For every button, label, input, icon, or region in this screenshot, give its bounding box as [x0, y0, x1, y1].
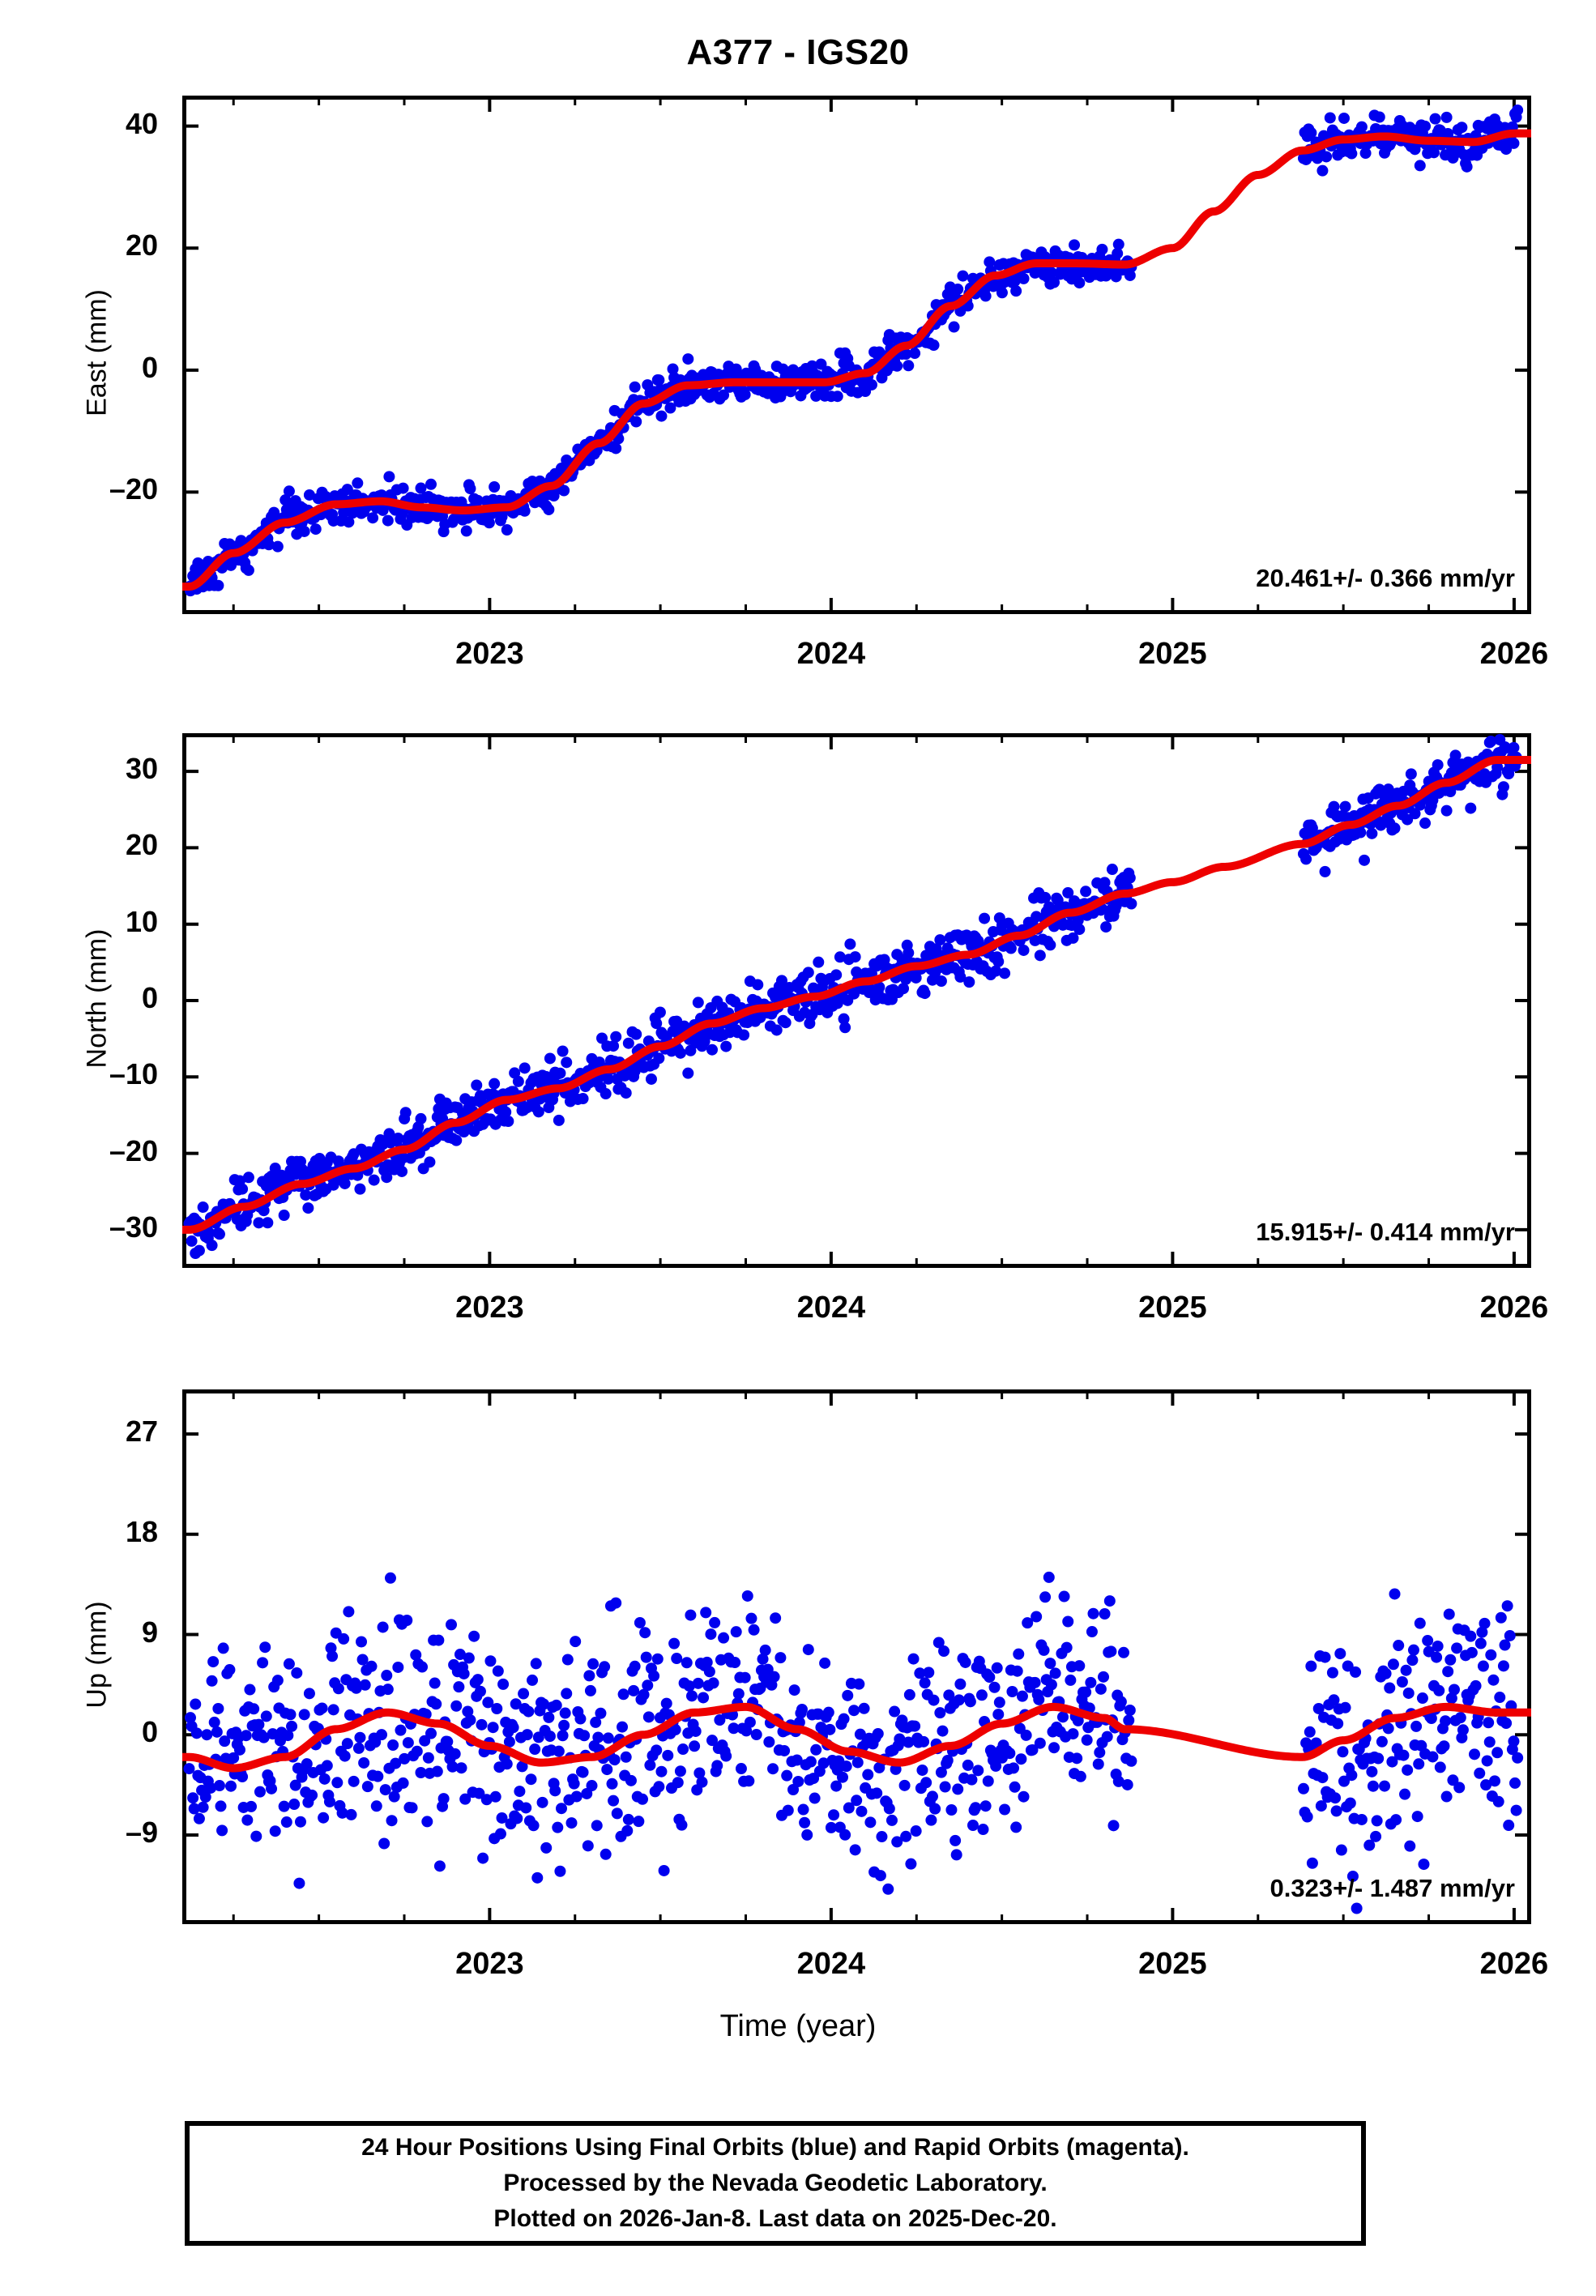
y-tick-label: 40 [125, 106, 158, 140]
tick-marks [182, 733, 1531, 1268]
caption-box: 24 Hour Positions Using Final Orbits (bl… [185, 2121, 1366, 2246]
y-axis-title: East (mm) [81, 289, 113, 416]
x-tick-label: 2026 [1479, 637, 1549, 671]
x-tick-label: 2023 [455, 637, 524, 671]
caption-line-2: Processed by the Nevada Geodetic Laborat… [503, 2170, 1048, 2196]
y-tick-label: 0 [141, 981, 158, 1014]
x-tick-label: 2024 [796, 637, 866, 671]
panel-north [182, 733, 1531, 1268]
y-tick-label: 9 [141, 1615, 158, 1649]
panel-east [182, 96, 1531, 614]
y-axis-title: Up (mm) [81, 1601, 113, 1709]
rate-annotation: 0.323+/- 1.487 mm/yr [1270, 1874, 1515, 1902]
y-axis-title: North (mm) [81, 928, 113, 1069]
y-tick-label: 30 [125, 752, 158, 786]
trend-line [182, 129, 1531, 591]
panel-up-frame [182, 1389, 1531, 1924]
tick-marks [182, 1389, 1531, 1924]
y-tick-label: 0 [141, 1715, 158, 1749]
page-title: A377 - IGS20 [686, 32, 910, 72]
rate-annotation: 20.461+/- 0.366 mm/yr [1256, 564, 1515, 592]
x-tick-label: 2023 [455, 1291, 524, 1325]
y-tick-label: –30 [109, 1210, 158, 1244]
y-tick-label: 10 [125, 904, 158, 938]
x-tick-label: 2025 [1138, 1947, 1207, 1981]
panel-up [182, 1389, 1531, 1924]
caption-line-1: 24 Hour Positions Using Final Orbits (bl… [361, 2134, 1189, 2161]
x-tick-label: 2025 [1138, 1291, 1207, 1325]
x-tick-label: 2026 [1479, 1947, 1549, 1981]
scatter-points [183, 104, 1524, 597]
trend-line [182, 756, 1531, 1234]
x-axis-title: Time (year) [719, 2009, 877, 2043]
y-tick-label: 18 [125, 1514, 158, 1548]
panel-east-plot [182, 96, 1531, 614]
x-tick-label: 2024 [796, 1291, 866, 1325]
y-tick-label: –20 [109, 1133, 158, 1167]
x-tick-label: 2026 [1479, 1291, 1549, 1325]
caption-line-3: Plotted on 2026-Jan-8. Last data on 2025… [493, 2205, 1057, 2232]
y-tick-label: –10 [109, 1057, 158, 1091]
y-tick-label: –20 [109, 472, 158, 506]
scatter-points [183, 1571, 1524, 1914]
y-tick-label: 20 [125, 228, 158, 262]
y-tick-label: 20 [125, 828, 158, 862]
panel-up-plot [182, 1389, 1531, 1924]
x-tick-label: 2025 [1138, 637, 1207, 671]
y-tick-label: 0 [141, 350, 158, 384]
y-tick-label: –9 [125, 1816, 158, 1849]
scatter-points [183, 734, 1524, 1260]
trend-line [182, 1702, 1531, 1773]
rate-annotation: 15.915+/- 0.414 mm/yr [1256, 1218, 1515, 1246]
panel-north-plot [182, 733, 1531, 1268]
y-tick-label: 27 [125, 1415, 158, 1448]
x-tick-label: 2024 [796, 1947, 866, 1981]
tick-marks [182, 96, 1531, 614]
x-tick-label: 2023 [455, 1947, 524, 1981]
